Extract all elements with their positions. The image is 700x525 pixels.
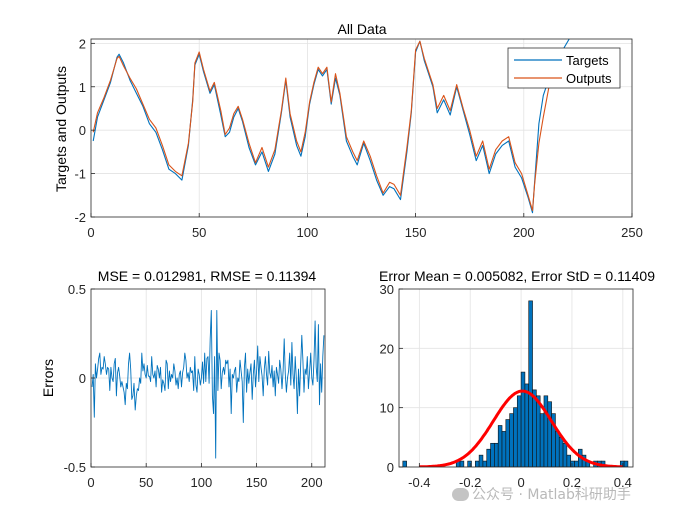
histogram-y-tick-label: 20: [380, 341, 394, 356]
histogram-frame: [398, 288, 634, 468]
histogram-y-tick-label: 0: [387, 460, 394, 475]
histogram-x-tick-label: -0.2: [459, 475, 481, 490]
all-data-x-tick-label: 100: [297, 225, 319, 240]
all-data-y-tick-label: 2: [79, 36, 86, 51]
histogram-bar: [513, 407, 518, 467]
histogram-bar: [539, 413, 545, 467]
histogram-bar: [532, 389, 537, 467]
histogram-bar: [574, 460, 579, 467]
all-data-series-group: [92, 39, 570, 214]
series-line-targets: [92, 39, 570, 214]
all-data-x-tick-label: 250: [621, 225, 643, 240]
histogram-x-tick-label: 0: [517, 475, 524, 490]
histogram-bar: [528, 300, 533, 467]
wechat-logo-icon: [452, 488, 469, 501]
histogram-bar: [402, 460, 407, 467]
all-data-x-tick-label: 0: [87, 225, 94, 240]
all-data-x-tick-label: 200: [513, 225, 535, 240]
errors-x-tick-label: 150: [246, 475, 268, 490]
errors-series-group: [91, 309, 325, 459]
normal-fit-curve: [419, 389, 624, 467]
histogram-bar: [474, 460, 480, 467]
all-data-x-tick-label: 150: [405, 225, 427, 240]
histogram-bar: [562, 442, 568, 467]
histogram-bar: [478, 454, 484, 467]
errors-x-tick-label: 200: [301, 475, 323, 490]
legend-targets-label: Targets: [566, 53, 609, 68]
histogram-x-tick-label: 0.4: [614, 475, 632, 490]
histogram-bar: [524, 383, 530, 467]
all-data-y-tick-label: 0: [79, 123, 86, 138]
histogram-bar: [558, 437, 564, 467]
all-data-title: All Data: [337, 21, 386, 37]
histogram-bar: [543, 395, 549, 467]
errors-ylabel: Errors: [40, 359, 56, 397]
histogram-bar: [486, 448, 491, 467]
histogram-bar: [623, 460, 629, 467]
error-histogram-plot: Error Mean = 0.005082, Error StD = 0.114…: [379, 268, 655, 490]
errors-x-tick-label: 50: [139, 475, 153, 490]
errors-x-tick-label: 100: [191, 475, 213, 490]
histogram-bar: [570, 460, 575, 467]
all-data-ylabel: Targets and Outputs: [53, 66, 69, 192]
histogram-bar: [566, 454, 571, 467]
histogram-bar: [520, 371, 526, 467]
all-data-x-tick-label: 50: [192, 225, 206, 240]
histogram-bar: [497, 425, 503, 467]
histogram-bar: [536, 395, 541, 467]
legend-outputs-label: Outputs: [566, 71, 612, 86]
histogram-bar: [516, 395, 522, 467]
legend-box: [507, 47, 621, 89]
all-data-y-tick-label: 1: [79, 80, 86, 95]
errors-y-tick-label: -0.5: [64, 460, 86, 475]
errors-series-line: [91, 309, 325, 459]
histogram-bar: [494, 442, 499, 467]
errors-y-tick-label: 0.5: [68, 282, 86, 297]
histogram-bar: [459, 460, 465, 467]
histogram-y-tick-label: 10: [380, 401, 394, 416]
histogram-x-tick-label: 0.2: [563, 475, 581, 490]
watermark: 公众号 · Matlab科研助手: [452, 484, 631, 504]
histogram-bar: [509, 413, 514, 467]
histogram-bar: [467, 460, 472, 467]
all-data-y-tick-label: -1: [74, 167, 86, 182]
histogram-y-tick-label: 30: [380, 282, 394, 297]
errors-y-tick-label: 0: [79, 371, 86, 386]
histogram-x-tick-label: -0.4: [408, 475, 430, 490]
histogram-bar: [482, 460, 488, 467]
histogram-bar: [555, 431, 560, 467]
histogram-bar: [501, 431, 507, 467]
all-data-y-tick-label: -2: [74, 210, 86, 225]
errors-x-tick-label: 0: [87, 475, 94, 490]
histogram-bar: [490, 442, 495, 467]
histogram-title: Error Mean = 0.005082, Error StD = 0.114…: [379, 268, 655, 284]
errors-plot: MSE = 0.012981, RMSE = 0.11394 Errors 0 5…: [40, 268, 326, 490]
histogram-bar: [505, 419, 510, 467]
series-line-outputs: [92, 40, 551, 212]
histogram-bar: [547, 401, 552, 467]
all-data-frame: [90, 38, 633, 218]
histogram-bars-group: [402, 300, 629, 467]
legend: Targets Outputs: [507, 47, 621, 89]
errors-title: MSE = 0.012981, RMSE = 0.11394: [98, 268, 317, 284]
